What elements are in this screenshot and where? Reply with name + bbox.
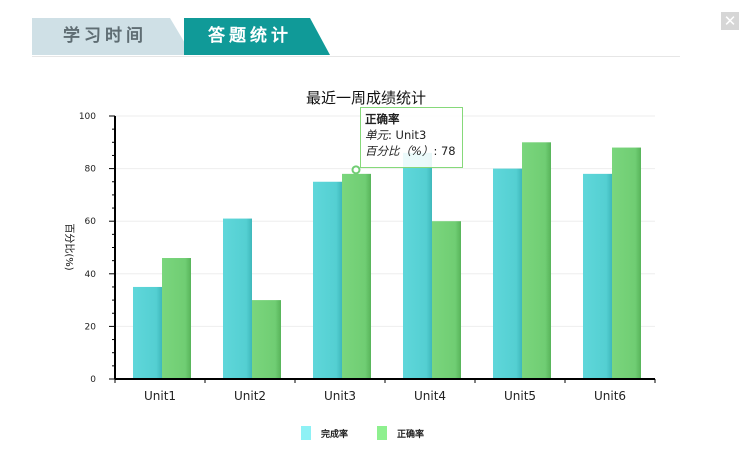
x-tick-label: Unit4 bbox=[414, 389, 446, 403]
hover-marker bbox=[351, 165, 361, 175]
tab-bar: 学习时间 答题统计 bbox=[32, 18, 680, 57]
x-tick-label: Unit6 bbox=[594, 389, 626, 403]
x-tick-label: Unit3 bbox=[324, 389, 356, 403]
bar-completion bbox=[223, 218, 252, 379]
x-tick-label: Unit5 bbox=[504, 389, 536, 403]
y-tick-label: 20 bbox=[85, 322, 97, 332]
y-tick-label: 40 bbox=[85, 270, 97, 280]
x-tick-label: Unit1 bbox=[144, 389, 176, 403]
bar-completion bbox=[133, 286, 162, 379]
bar-accuracy bbox=[612, 147, 641, 379]
tooltip-pct-row: 百分比（%）: 78 bbox=[365, 144, 456, 158]
y-axis-label: 百分比(%) bbox=[63, 223, 75, 270]
bar-accuracy bbox=[432, 221, 461, 379]
tooltip-unit-row: 单元: Unit3 bbox=[365, 128, 427, 142]
legend-label: 完成率 bbox=[321, 428, 348, 440]
bar-completion bbox=[493, 168, 522, 379]
close-icon[interactable]: ✕ bbox=[721, 12, 739, 30]
chart-title: 最近一周成绩统计 bbox=[306, 89, 426, 107]
bar-accuracy bbox=[522, 142, 551, 379]
tooltip-unit-value: Unit3 bbox=[395, 128, 427, 142]
x-tick-label: Unit2 bbox=[234, 389, 266, 403]
legend-swatch bbox=[377, 426, 387, 440]
y-tick-label: 80 bbox=[85, 165, 97, 175]
bar-accuracy bbox=[342, 173, 371, 379]
y-tick-label: 0 bbox=[90, 375, 96, 385]
tooltip-unit-key: 单元 bbox=[365, 128, 388, 142]
tab-study-time[interactable]: 学习时间 bbox=[32, 18, 192, 55]
y-tick-label: 100 bbox=[79, 112, 96, 122]
chart-tooltip: 正确率 单元: Unit3 百分比（%）: 78 bbox=[360, 107, 463, 168]
tab-answer-stats[interactable]: 答题统计 bbox=[184, 18, 330, 55]
bar-accuracy bbox=[252, 300, 281, 379]
tooltip-pct-key: 百分比（%） bbox=[365, 144, 434, 158]
bar-completion bbox=[583, 173, 612, 379]
tooltip-title: 正确率 bbox=[365, 112, 400, 126]
legend-swatch bbox=[301, 426, 311, 440]
y-tick-label: 60 bbox=[85, 217, 97, 227]
bar-completion bbox=[403, 152, 432, 379]
bar-completion bbox=[313, 181, 342, 379]
bar-accuracy bbox=[162, 258, 191, 379]
legend-label: 正确率 bbox=[397, 428, 424, 440]
tooltip-pct-value: 78 bbox=[440, 144, 456, 158]
